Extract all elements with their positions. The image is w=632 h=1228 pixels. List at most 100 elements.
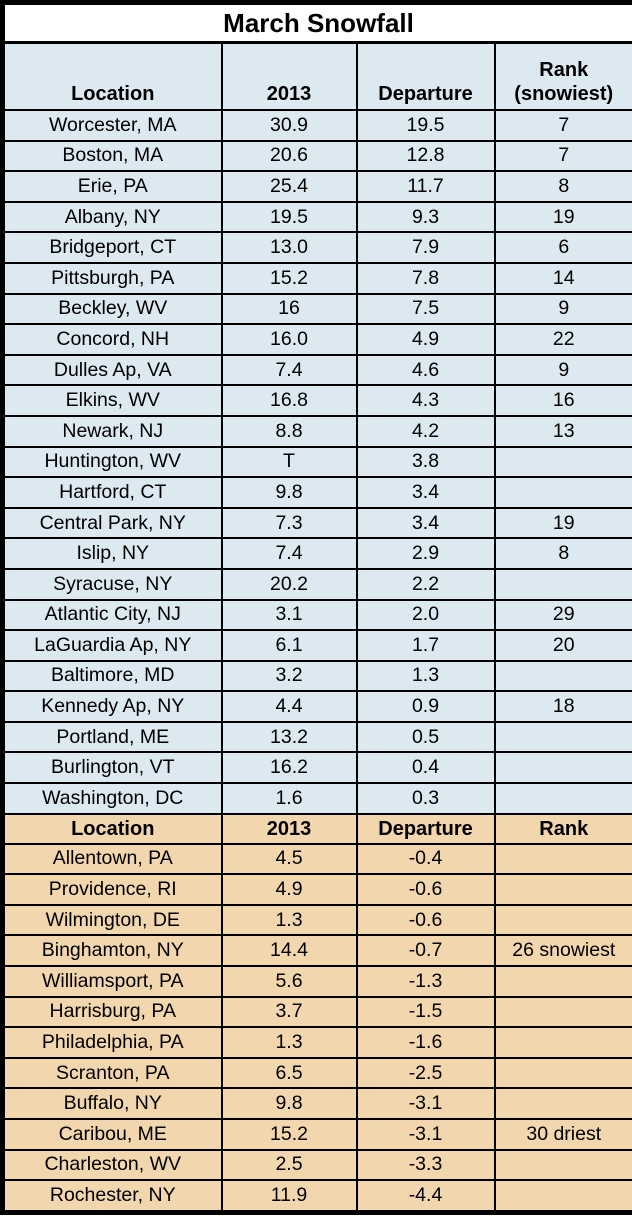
cell-rank: 26 snowiest bbox=[493, 934, 632, 968]
cell-year: 1.3 bbox=[220, 903, 358, 937]
cell-departure: -1.5 bbox=[355, 995, 496, 1029]
cell-departure: 4.3 bbox=[355, 384, 496, 417]
cell-year: 14.4 bbox=[220, 934, 358, 968]
table-row: Pittsburgh, PA 15.2 7.8 14 bbox=[1, 261, 632, 295]
cell-location: Burlington, VT bbox=[1, 751, 223, 785]
cell-rank bbox=[493, 873, 632, 906]
table-row: Caribou, ME 15.2 -3.1 30 driest bbox=[1, 1118, 632, 1151]
cell-departure: -0.6 bbox=[355, 903, 496, 937]
cell-departure: -1.6 bbox=[355, 1026, 496, 1059]
cell-year: 16 bbox=[220, 292, 358, 326]
cell-year: 9.8 bbox=[220, 476, 358, 509]
cell-departure: 0.3 bbox=[355, 782, 496, 815]
cell-rank: 7 bbox=[493, 139, 632, 173]
cell-location: Philadelphia, PA bbox=[1, 1026, 223, 1059]
cell-year: 5.6 bbox=[220, 965, 358, 998]
cell-rank bbox=[493, 1148, 632, 1182]
cell-departure: 2.0 bbox=[355, 598, 496, 632]
cell-location: Elkins, WV bbox=[1, 384, 223, 417]
cell-location: Buffalo, NY bbox=[1, 1087, 223, 1120]
cell-location: Portland, ME bbox=[1, 720, 223, 754]
cell-departure: -1.3 bbox=[355, 965, 496, 998]
title-row: March Snowfall bbox=[1, 1, 632, 44]
cell-departure: 2.2 bbox=[355, 567, 496, 601]
cell-departure: 0.4 bbox=[355, 751, 496, 785]
cell-departure: 7.8 bbox=[355, 261, 496, 295]
cell-rank bbox=[493, 903, 632, 937]
cell-rank bbox=[493, 1026, 632, 1059]
cell-location: Caribou, ME bbox=[1, 1118, 223, 1151]
cell-year: 19.5 bbox=[220, 200, 358, 234]
cell-location: Scranton, PA bbox=[1, 1056, 223, 1090]
table-row: Syracuse, NY 20.2 2.2 bbox=[1, 567, 632, 601]
cell-rank: 8 bbox=[493, 170, 632, 203]
cell-rank: 16 bbox=[493, 384, 632, 417]
cell-departure: 7.9 bbox=[355, 231, 496, 264]
cell-location: Providence, RI bbox=[1, 873, 223, 906]
cell-year: 3.1 bbox=[220, 598, 358, 632]
table-row: Philadelphia, PA 1.3 -1.6 bbox=[1, 1026, 632, 1059]
cell-rank bbox=[493, 1056, 632, 1090]
cell-location: Bridgeport, CT bbox=[1, 231, 223, 264]
cell-departure: 7.5 bbox=[355, 292, 496, 326]
cell-year: 8.8 bbox=[220, 414, 358, 448]
table-row: Baltimore, MD 3.2 1.3 bbox=[1, 659, 632, 693]
cell-year: 4.5 bbox=[220, 842, 358, 876]
cell-departure: 11.7 bbox=[355, 170, 496, 203]
cell-year: 16.8 bbox=[220, 384, 358, 417]
cell-rank: 19 bbox=[493, 506, 632, 540]
table-row: LaGuardia Ap, NY 6.1 1.7 20 bbox=[1, 629, 632, 662]
rank-header-line2: (snowiest) bbox=[514, 83, 614, 105]
cell-year: 15.2 bbox=[220, 1118, 358, 1151]
table-row: Rochester, NY 11.9 -4.4 bbox=[1, 1179, 632, 1214]
cell-rank: 9 bbox=[493, 292, 632, 326]
col-header-2013: 2013 bbox=[220, 812, 358, 845]
cell-departure: 0.9 bbox=[355, 690, 496, 723]
cell-departure: 2.9 bbox=[355, 537, 496, 570]
cell-location: Allentown, PA bbox=[1, 842, 223, 876]
cell-location: Worcester, MA bbox=[1, 109, 223, 142]
cell-location: Syracuse, NY bbox=[1, 567, 223, 601]
header-row-below-normal: Location 2013 Departure Rank bbox=[1, 812, 632, 845]
cell-location: Concord, NH bbox=[1, 323, 223, 356]
table-row: Concord, NH 16.0 4.9 22 bbox=[1, 323, 632, 356]
cell-departure: -3.1 bbox=[355, 1118, 496, 1151]
cell-rank: 14 bbox=[493, 261, 632, 295]
cell-rank bbox=[493, 445, 632, 479]
cell-year: 13.0 bbox=[220, 231, 358, 264]
cell-year: 16.0 bbox=[220, 323, 358, 356]
cell-rank: 13 bbox=[493, 414, 632, 448]
cell-year: 1.3 bbox=[220, 1026, 358, 1059]
cell-departure: 4.2 bbox=[355, 414, 496, 448]
cell-rank bbox=[493, 782, 632, 815]
cell-departure: -0.6 bbox=[355, 873, 496, 906]
cell-rank bbox=[493, 567, 632, 601]
table-row: Islip, NY 7.4 2.9 8 bbox=[1, 537, 632, 570]
table-row: Williamsport, PA 5.6 -1.3 bbox=[1, 965, 632, 998]
cell-year: 20.2 bbox=[220, 567, 358, 601]
table-row: Buffalo, NY 9.8 -3.1 bbox=[1, 1087, 632, 1120]
cell-year: 25.4 bbox=[220, 170, 358, 203]
table-row: Bridgeport, CT 13.0 7.9 6 bbox=[1, 231, 632, 264]
cell-rank: 20 bbox=[493, 629, 632, 662]
cell-location: Kennedy Ap, NY bbox=[1, 690, 223, 723]
cell-departure: 1.3 bbox=[355, 659, 496, 693]
cell-departure: 9.3 bbox=[355, 200, 496, 234]
table-row: Charleston, WV 2.5 -3.3 bbox=[1, 1148, 632, 1182]
table-row: Kennedy Ap, NY 4.4 0.9 18 bbox=[1, 690, 632, 723]
cell-rank: 9 bbox=[493, 353, 632, 387]
header-row-above-normal: Location 2013 Departure Rank (snowiest) bbox=[1, 41, 632, 111]
cell-year: 4.9 bbox=[220, 873, 358, 906]
cell-year: 13.2 bbox=[220, 720, 358, 754]
cell-departure: -4.4 bbox=[355, 1179, 496, 1214]
cell-location: Harrisburg, PA bbox=[1, 995, 223, 1029]
cell-departure: 4.6 bbox=[355, 353, 496, 387]
col-header-departure: Departure bbox=[355, 41, 496, 111]
cell-location: Washington, DC bbox=[1, 782, 223, 815]
cell-rank bbox=[493, 659, 632, 693]
cell-location: Binghamton, NY bbox=[1, 934, 223, 968]
cell-rank: 6 bbox=[493, 231, 632, 264]
cell-year: 6.5 bbox=[220, 1056, 358, 1090]
cell-departure: 1.7 bbox=[355, 629, 496, 662]
